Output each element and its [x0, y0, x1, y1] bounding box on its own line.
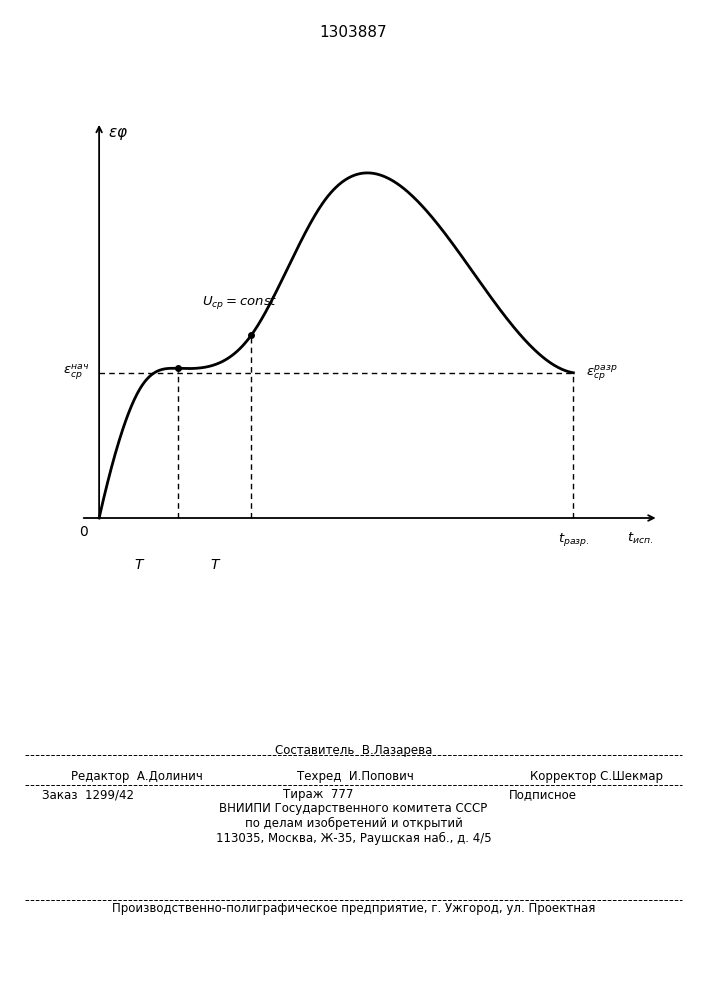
Text: по делам изобретений и открытий: по делам изобретений и открытий [245, 817, 462, 830]
Text: Составитель  В.Лазарева: Составитель В.Лазарева [275, 744, 432, 757]
Text: $\varepsilon\varphi$: $\varepsilon\varphi$ [108, 126, 129, 142]
Text: $t_{исп.}$: $t_{исп.}$ [627, 531, 653, 546]
Text: Производственно-полиграфическое предприятие, г. Ужгород, ул. Проектная: Производственно-полиграфическое предприя… [112, 902, 595, 915]
Text: $U_{ср} = const$: $U_{ср} = const$ [202, 294, 278, 311]
Text: Подписное: Подписное [509, 788, 577, 801]
Text: 1303887: 1303887 [320, 25, 387, 40]
Text: $\varepsilon_{ср}^{разр}$: $\varepsilon_{ср}^{разр}$ [585, 363, 617, 383]
Text: 113035, Москва, Ж-35, Раушская наб., д. 4/5: 113035, Москва, Ж-35, Раушская наб., д. … [216, 832, 491, 845]
Text: Корректор С.Шекмар: Корректор С.Шекмар [530, 770, 663, 783]
Text: $\varepsilon_{ср}^{нач}$: $\varepsilon_{ср}^{нач}$ [64, 363, 90, 382]
Text: ВНИИПИ Государственного комитета СССР: ВНИИПИ Государственного комитета СССР [219, 802, 488, 815]
Text: Редактор  А.Долинич: Редактор А.Долинич [71, 770, 203, 783]
Text: $t_{разр.}$: $t_{разр.}$ [558, 531, 589, 548]
Text: Техред  И.Попович: Техред И.Попович [297, 770, 414, 783]
Text: T: T [134, 558, 143, 572]
Text: T: T [211, 558, 219, 572]
Text: 0: 0 [80, 525, 88, 539]
Text: Заказ  1299/42: Заказ 1299/42 [42, 788, 134, 801]
Text: Тираж  777: Тираж 777 [283, 788, 354, 801]
